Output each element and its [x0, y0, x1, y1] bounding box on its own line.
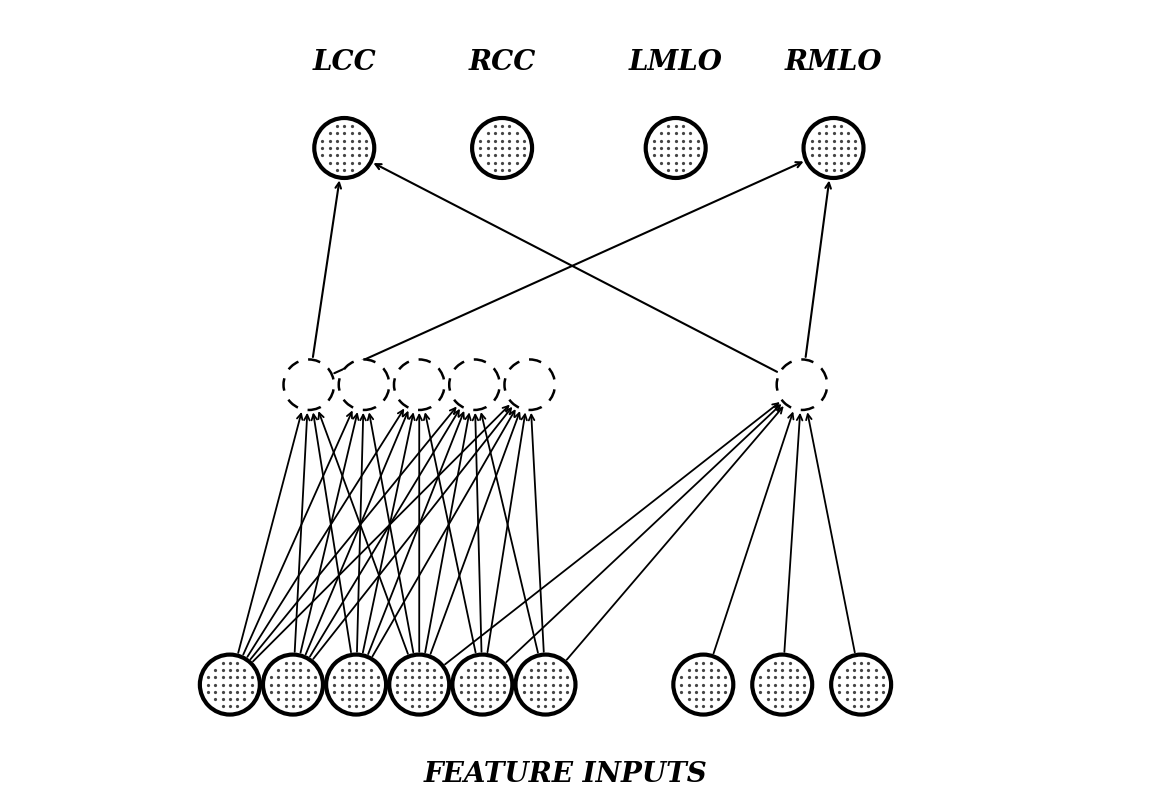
- Circle shape: [452, 654, 512, 715]
- Circle shape: [776, 360, 827, 411]
- Circle shape: [394, 360, 445, 411]
- Circle shape: [752, 654, 812, 715]
- Circle shape: [646, 119, 705, 179]
- Text: RCC: RCC: [468, 49, 536, 75]
- Circle shape: [314, 119, 374, 179]
- Circle shape: [389, 654, 450, 715]
- Circle shape: [804, 119, 863, 179]
- Circle shape: [673, 654, 733, 715]
- Circle shape: [263, 654, 323, 715]
- Text: LCC: LCC: [313, 49, 376, 75]
- Circle shape: [516, 654, 575, 715]
- Text: LMLO: LMLO: [629, 49, 723, 75]
- Circle shape: [327, 654, 386, 715]
- Circle shape: [450, 360, 500, 411]
- Circle shape: [200, 654, 260, 715]
- Circle shape: [831, 654, 891, 715]
- Text: FEATURE INPUTS: FEATURE INPUTS: [423, 760, 708, 788]
- Circle shape: [472, 119, 532, 179]
- Circle shape: [284, 360, 333, 411]
- Text: RMLO: RMLO: [784, 49, 882, 75]
- Circle shape: [504, 360, 555, 411]
- Circle shape: [339, 360, 389, 411]
